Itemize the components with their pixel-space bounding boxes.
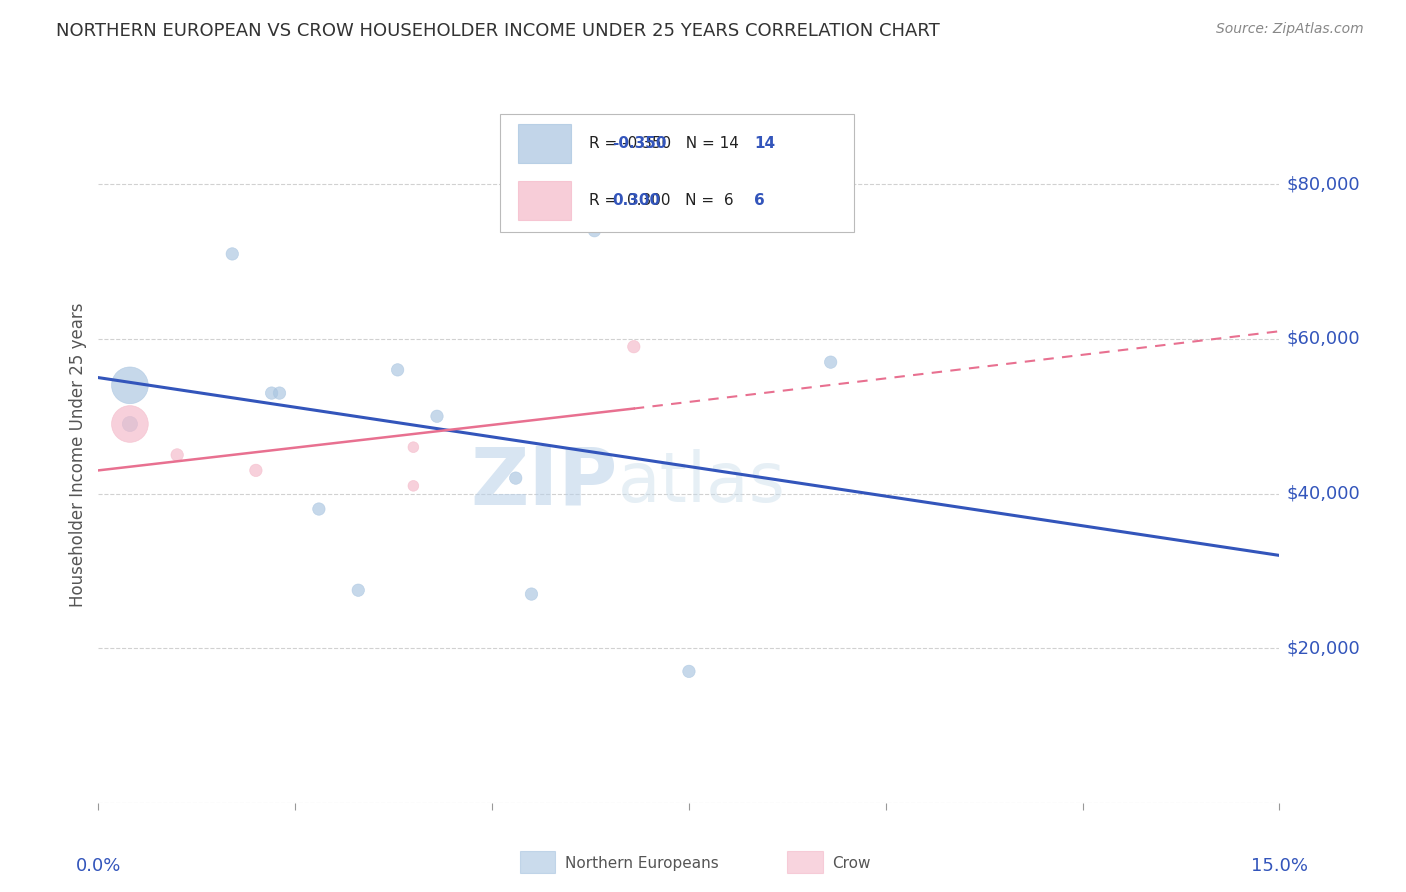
FancyBboxPatch shape bbox=[501, 114, 855, 232]
Text: R =  0.300   N =  6: R = 0.300 N = 6 bbox=[589, 194, 733, 209]
Point bbox=[166, 448, 188, 462]
Text: 0.300: 0.300 bbox=[612, 194, 661, 209]
Point bbox=[118, 417, 141, 431]
Text: Source: ZipAtlas.com: Source: ZipAtlas.com bbox=[1216, 22, 1364, 37]
Point bbox=[118, 417, 141, 431]
Text: $60,000: $60,000 bbox=[1286, 330, 1360, 348]
Text: atlas: atlas bbox=[619, 450, 786, 516]
Point bbox=[387, 363, 409, 377]
Point bbox=[269, 386, 291, 401]
Point bbox=[221, 247, 243, 261]
Point bbox=[583, 224, 606, 238]
Y-axis label: Householder Income Under 25 years: Householder Income Under 25 years bbox=[69, 302, 87, 607]
Point bbox=[245, 463, 267, 477]
FancyBboxPatch shape bbox=[517, 124, 571, 162]
Point bbox=[623, 340, 645, 354]
Point bbox=[402, 440, 425, 454]
Point bbox=[520, 587, 543, 601]
Text: Northern Europeans: Northern Europeans bbox=[565, 856, 718, 871]
Text: ZIP: ZIP bbox=[471, 443, 619, 522]
Text: 14: 14 bbox=[754, 136, 775, 152]
FancyBboxPatch shape bbox=[517, 181, 571, 219]
Text: 6: 6 bbox=[754, 194, 765, 209]
Point bbox=[426, 409, 449, 424]
Point bbox=[402, 479, 425, 493]
Point bbox=[308, 502, 330, 516]
Text: $20,000: $20,000 bbox=[1286, 640, 1360, 657]
Text: $80,000: $80,000 bbox=[1286, 176, 1360, 194]
Point bbox=[820, 355, 842, 369]
Text: 0.0%: 0.0% bbox=[76, 857, 121, 875]
Point bbox=[118, 378, 141, 392]
Point bbox=[347, 583, 370, 598]
Point bbox=[678, 665, 700, 679]
Text: NORTHERN EUROPEAN VS CROW HOUSEHOLDER INCOME UNDER 25 YEARS CORRELATION CHART: NORTHERN EUROPEAN VS CROW HOUSEHOLDER IN… bbox=[56, 22, 941, 40]
Text: -0.350: -0.350 bbox=[612, 136, 666, 152]
Text: 15.0%: 15.0% bbox=[1251, 857, 1308, 875]
Point bbox=[260, 386, 283, 401]
Text: Crow: Crow bbox=[832, 856, 870, 871]
Text: R = -0.350   N = 14: R = -0.350 N = 14 bbox=[589, 136, 738, 152]
Point bbox=[505, 471, 527, 485]
Text: $40,000: $40,000 bbox=[1286, 484, 1360, 502]
